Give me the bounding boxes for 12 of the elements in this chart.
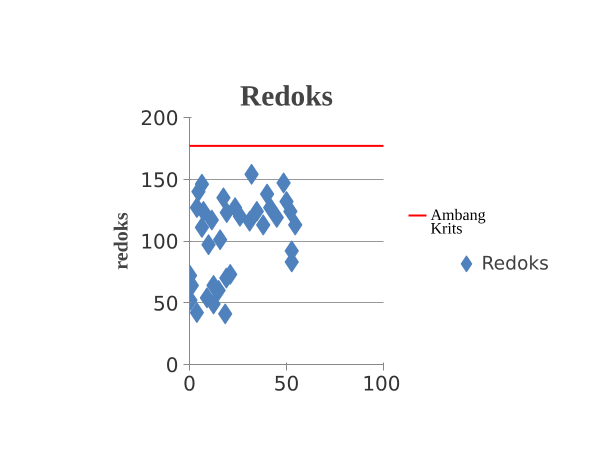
y-tick-label: 200 — [140, 106, 179, 130]
y-tick-label: 100 — [140, 230, 179, 254]
y-tick-label: 150 — [140, 168, 179, 192]
chart-title: Redoks — [240, 80, 333, 112]
x-tick-label: 0 — [183, 372, 196, 396]
legend-label: Ambang Krits — [430, 206, 486, 238]
y-axis-title: redoks — [110, 212, 132, 270]
x-tick-label: 100 — [362, 372, 401, 396]
y-tick-label: 50 — [153, 291, 179, 316]
legend-label: Redoks — [482, 253, 549, 274]
x-tick-label: 50 — [274, 372, 300, 396]
y-tick-label: 0 — [166, 353, 179, 377]
